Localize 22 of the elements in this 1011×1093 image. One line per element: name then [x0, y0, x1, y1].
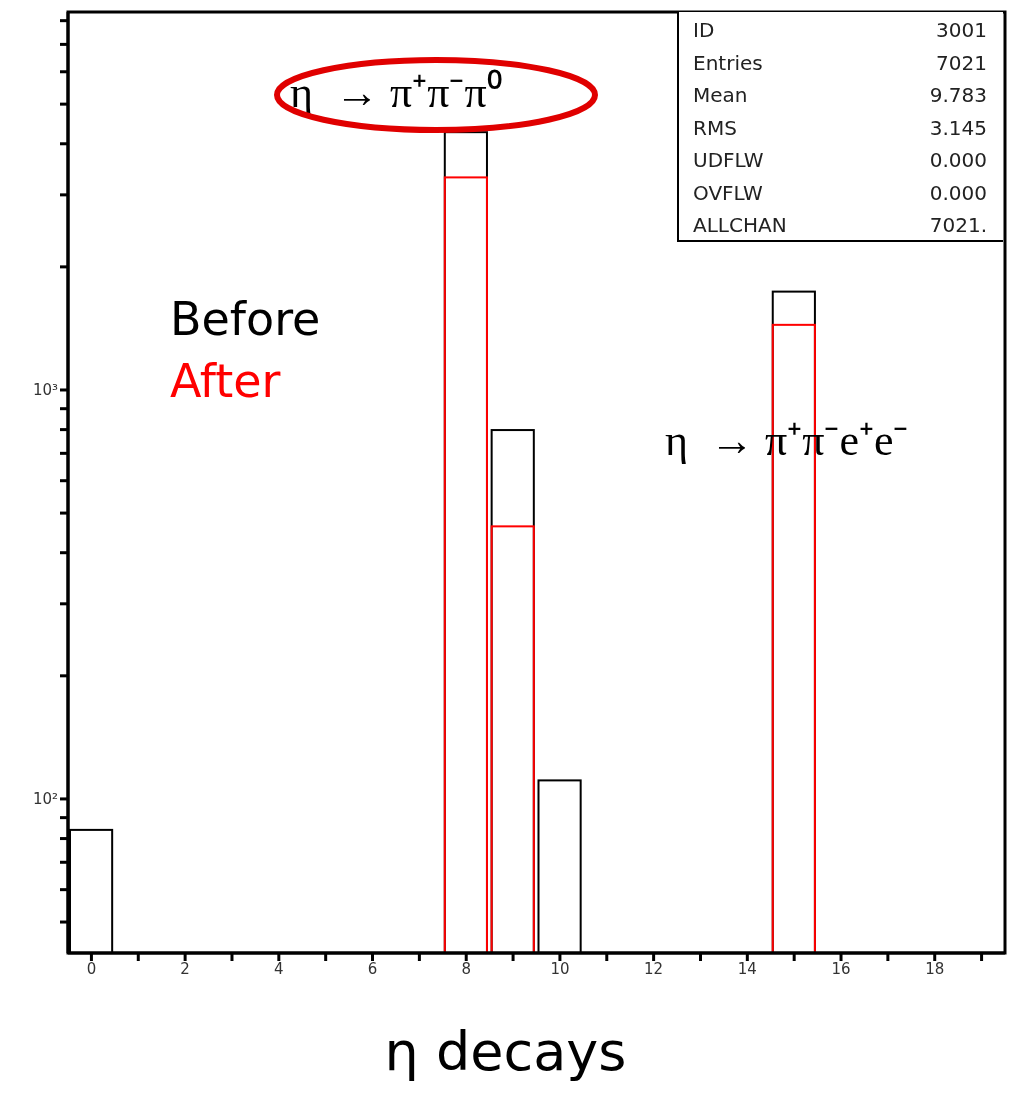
text: ID 3001 [693, 18, 987, 42]
x-tick-label: 6 [367, 959, 378, 978]
x-tick-label: 8 [461, 959, 471, 978]
x-tick-label: 14 [737, 959, 757, 978]
text: ALLCHAN 7021. [693, 213, 987, 237]
text: Mean 9.783 [693, 83, 987, 107]
text: Entries 7021 [693, 50, 987, 75]
x-tick-label: 4 [274, 959, 284, 978]
x-tick-label: 18 [925, 959, 945, 978]
text: Before [170, 291, 321, 348]
x-tick-label: 12 [644, 959, 664, 978]
x-tick-label: 2 [180, 959, 190, 978]
x-axis-title: η decays [383, 1020, 628, 1083]
text: OVFLW 0.000 [693, 180, 987, 205]
text: After [170, 353, 282, 410]
y-tick-label: 10² [32, 790, 58, 809]
y-tick-label: 10³ [32, 381, 58, 400]
text: RMS 3.145 [693, 115, 987, 140]
x-tick-label: 10 [550, 959, 570, 978]
text: UDFLW 0.000 [693, 148, 987, 172]
x-tick-label: 16 [831, 959, 851, 978]
x-tick-label: 0 [86, 959, 97, 978]
